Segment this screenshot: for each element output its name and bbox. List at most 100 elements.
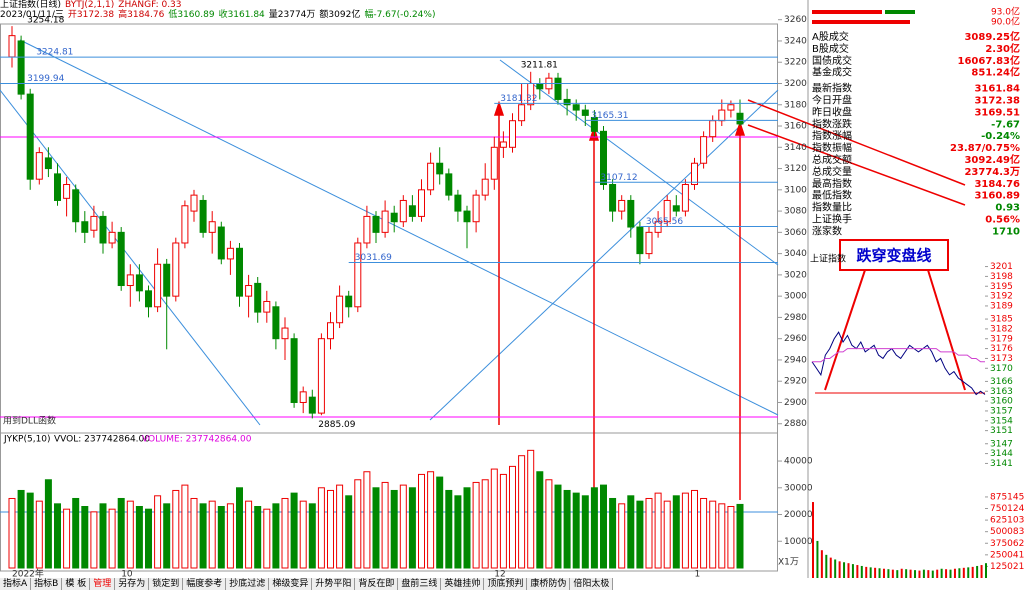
candle-body	[54, 173, 61, 201]
candle-body	[691, 162, 698, 186]
candle-body	[145, 290, 152, 308]
volume-bar	[390, 489, 398, 569]
candle-body	[672, 205, 680, 212]
tab[interactable]: 指标B	[31, 578, 63, 590]
tab[interactable]: 抄底过滤	[226, 578, 270, 590]
tab[interactable]: 背反在即	[355, 578, 399, 590]
indicator: BYTJ(2,1,1)	[65, 0, 115, 10]
intraday-volume	[820, 550, 823, 578]
candle-body	[518, 104, 526, 122]
candle-body	[418, 189, 425, 217]
volume-bar	[117, 497, 125, 569]
candle-body	[272, 306, 280, 340]
y-tick-label: 875145	[990, 492, 1024, 502]
volume-bar	[463, 487, 471, 569]
candle-body	[299, 391, 307, 403]
row-label: 最新指数	[812, 82, 852, 95]
volume-bar	[208, 500, 216, 569]
row-label: 最高指数	[812, 177, 852, 190]
note: 用到DLL函数	[3, 415, 56, 427]
intraday-volume	[860, 565, 863, 578]
y-tick-label: 3240	[784, 36, 807, 46]
intraday-title: 上证指数	[810, 253, 846, 265]
callout-lines	[815, 269, 985, 394]
side-bar	[885, 20, 910, 24]
y-tick-label: 3195	[990, 282, 1013, 292]
intraday-volume	[896, 570, 899, 578]
tab[interactable]: 康桥防伪	[527, 578, 571, 590]
y-tick-label: 3179	[990, 334, 1013, 344]
y-tick-label: 3192	[990, 292, 1013, 302]
y-tick-label: 375062	[990, 539, 1024, 549]
volume-bar	[126, 500, 134, 569]
y-tick-label: 3166	[990, 377, 1013, 387]
row-label: 指数振幅	[812, 141, 852, 154]
volume-bar	[490, 468, 498, 569]
y-tick-label: 3173	[990, 354, 1013, 364]
volume-label: VOLUME: 237742864.00	[142, 435, 252, 445]
vvol: VVOL: 237742864.00	[54, 435, 150, 445]
row-label: 涨家数	[812, 224, 842, 237]
tab[interactable]: 管理	[90, 578, 116, 590]
y-tick-label: 250041	[990, 550, 1024, 560]
candle-body	[645, 231, 653, 255]
row-label: 最低指数	[812, 189, 852, 202]
tab[interactable]: 模 板	[62, 578, 91, 590]
volume-bar	[718, 503, 726, 569]
candle-body	[254, 282, 262, 313]
callout: 跌穿变盘线	[856, 247, 931, 265]
intraday-volume	[927, 570, 930, 578]
volume-bar	[681, 492, 689, 569]
candle-body	[308, 396, 316, 414]
candle-body	[26, 93, 34, 180]
trend-lines	[0, 39, 779, 426]
volume-bar	[427, 471, 435, 569]
candle-body	[581, 109, 589, 116]
tab[interactable]: 指标A	[0, 578, 32, 590]
tab[interactable]: 盘前三线	[398, 578, 442, 590]
tab[interactable]: 顶底预判	[484, 578, 528, 590]
tab[interactable]: 升势平阳	[312, 578, 356, 590]
candle-body	[281, 327, 289, 340]
peak-label: 3254.18	[27, 15, 64, 25]
row-value: 3089.25亿	[964, 30, 1020, 43]
candle-body	[700, 136, 708, 164]
level-label: 3107.12	[600, 173, 637, 183]
volume-bar	[527, 449, 535, 569]
row-value: 16067.83亿	[957, 54, 1020, 67]
volume-bar	[381, 481, 389, 569]
tab[interactable]: 倍阳太极	[570, 578, 614, 590]
volume-bar	[145, 508, 152, 569]
candle-body	[736, 112, 744, 125]
volume-bar	[336, 484, 344, 569]
candle-body	[17, 40, 25, 95]
arrows	[493, 99, 966, 500]
volume-bar	[618, 503, 626, 569]
volume-bar	[281, 497, 289, 569]
candle-body	[536, 82, 544, 90]
volume-bar	[108, 508, 116, 569]
candle-body	[290, 338, 298, 403]
volume-bar	[445, 489, 453, 569]
volume-bar	[563, 489, 571, 569]
tab[interactable]: 另存为	[115, 578, 150, 590]
volume-bar	[26, 492, 34, 569]
tab[interactable]: 英雄挂帅	[441, 578, 485, 590]
volume-bar	[199, 503, 207, 569]
y-tick-label: 40000	[784, 457, 813, 467]
volume-bar	[135, 506, 143, 569]
intraday-volume	[940, 568, 943, 578]
tab[interactable]: 幅度参考	[183, 578, 227, 590]
y-tick-label: 3100	[784, 185, 807, 195]
row-value: 3092.49亿	[964, 153, 1020, 166]
change: 幅-7.67(-0.24%)	[364, 10, 436, 20]
volume-bar	[408, 487, 416, 569]
volume-bar	[654, 492, 662, 569]
volume-bar	[17, 489, 25, 569]
volume-bar	[436, 476, 444, 569]
side-bar-label: 93.0亿	[991, 6, 1020, 18]
header: 上证指数(日线) BYTJ(2,1,1) ZHANGF: 0.33 2023/01/…	[0, 0, 778, 20]
tab[interactable]: 锁定到	[149, 578, 184, 590]
candle-body	[135, 274, 143, 292]
tab[interactable]: 梯级变异	[269, 578, 313, 590]
